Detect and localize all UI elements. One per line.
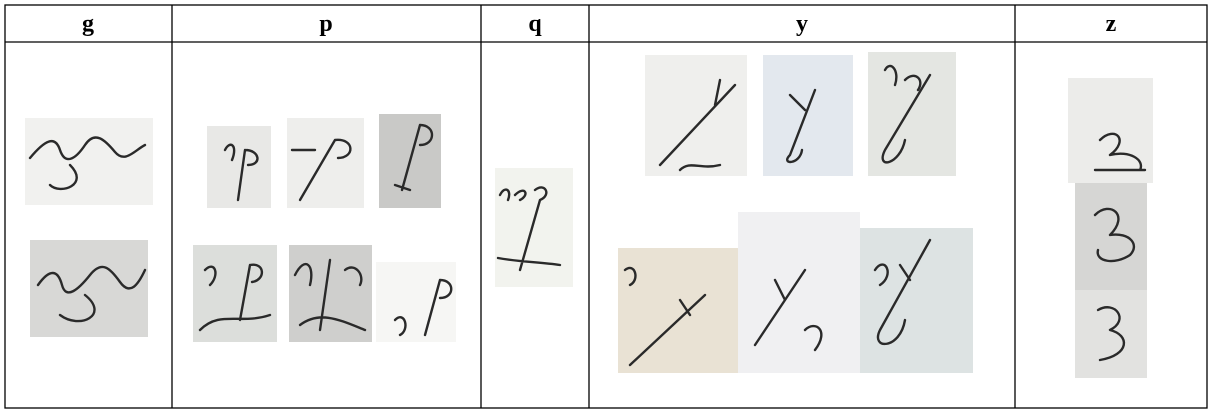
handwriting-sample (1075, 183, 1147, 290)
header-cell: z (1106, 11, 1117, 37)
header-row: g p q y z (82, 11, 1117, 37)
handwriting-sample (763, 55, 853, 176)
handwriting-sample (289, 245, 372, 342)
handwriting-sample (193, 245, 277, 342)
handwriting-sample (1068, 78, 1153, 183)
handwriting-sample (287, 118, 364, 208)
handwriting-sample (860, 228, 973, 373)
handwriting-sample (495, 168, 573, 287)
header-cell: g (82, 11, 94, 37)
header-cell: q (528, 11, 542, 37)
handwriting-sample (207, 126, 271, 208)
handwriting-sample (379, 114, 441, 208)
handwriting-sample (618, 248, 738, 373)
handwriting-sample (25, 118, 153, 205)
handwriting-sample (1075, 290, 1147, 378)
handwriting-sample (376, 262, 456, 342)
handwriting-sample (30, 240, 148, 337)
handwriting-sample (645, 55, 747, 176)
handwriting-sample (738, 212, 860, 373)
table-grid (4, 4, 1208, 409)
handwriting-sample (868, 52, 956, 176)
header-cell: p (319, 11, 332, 37)
header-cell: y (796, 11, 808, 37)
